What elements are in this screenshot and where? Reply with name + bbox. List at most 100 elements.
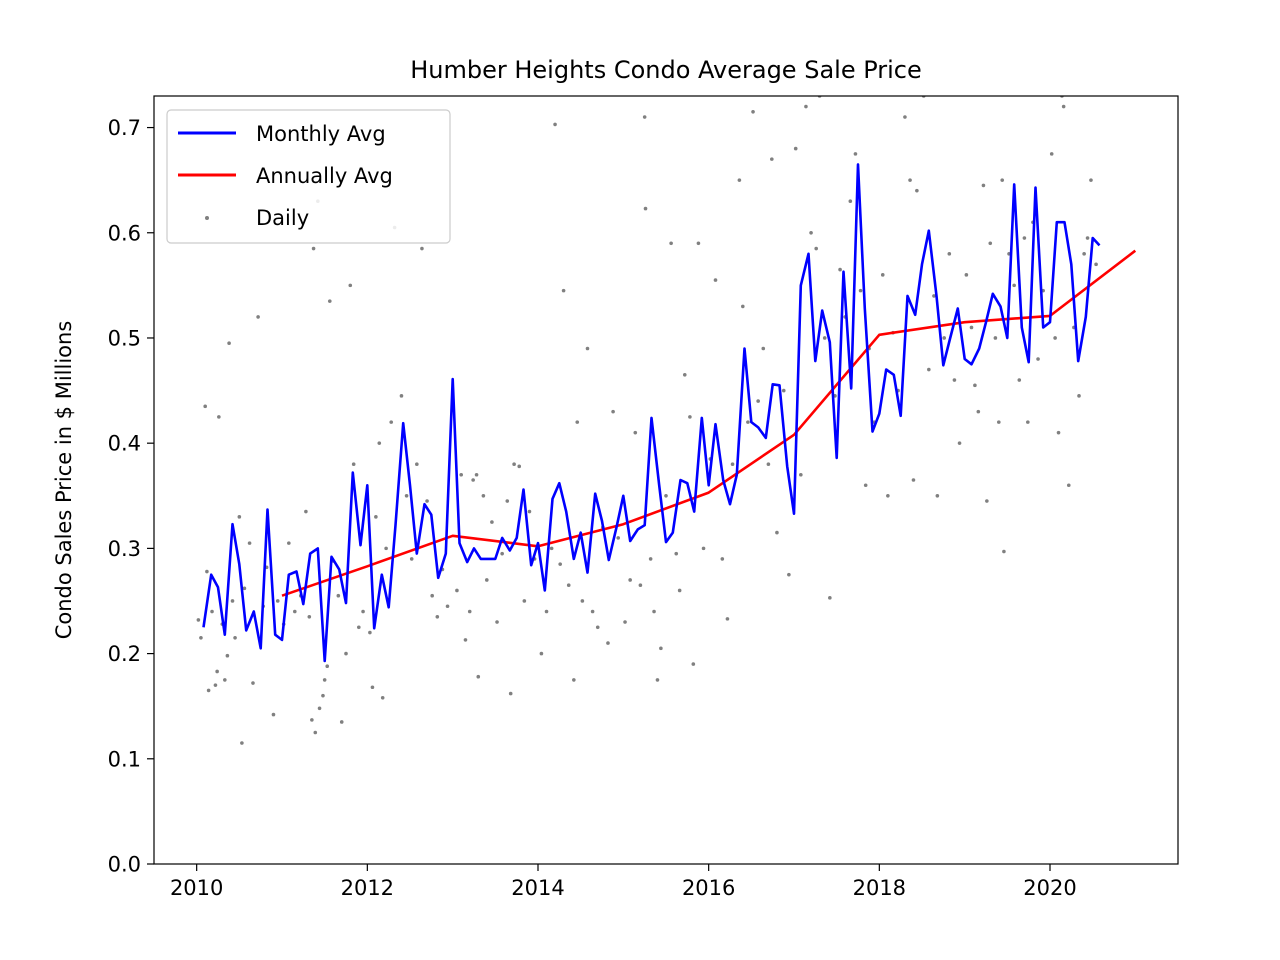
daily-point bbox=[377, 441, 382, 445]
daily-point bbox=[459, 472, 464, 477]
daily-point bbox=[339, 720, 344, 724]
daily-point bbox=[947, 252, 952, 256]
daily-point bbox=[828, 596, 832, 600]
daily-point bbox=[730, 462, 735, 467]
daily-point bbox=[674, 551, 679, 556]
daily-point bbox=[638, 583, 643, 588]
daily-point bbox=[256, 315, 260, 319]
y-tick-label: 0.6 bbox=[108, 221, 141, 245]
daily-point bbox=[932, 294, 936, 298]
daily-point bbox=[389, 420, 394, 424]
daily-point bbox=[544, 609, 549, 614]
daily-point bbox=[903, 115, 907, 119]
daily-point bbox=[761, 346, 766, 351]
daily-point bbox=[756, 399, 760, 403]
daily-point bbox=[230, 599, 235, 603]
daily-point bbox=[688, 415, 692, 419]
daily-point bbox=[384, 546, 388, 551]
daily-point bbox=[553, 122, 557, 127]
daily-point bbox=[399, 394, 404, 398]
daily-point bbox=[973, 383, 977, 388]
daily-point bbox=[572, 678, 576, 682]
daily-point bbox=[287, 541, 291, 545]
daily-point bbox=[517, 464, 522, 469]
daily-point bbox=[344, 651, 348, 656]
daily-point bbox=[420, 246, 424, 251]
daily-point bbox=[720, 557, 725, 561]
daily-point bbox=[505, 499, 510, 503]
y-tick-label: 0.5 bbox=[108, 326, 141, 350]
x-tick-label: 2020 bbox=[1023, 876, 1076, 900]
daily-point bbox=[321, 693, 325, 698]
daily-point bbox=[237, 515, 242, 519]
daily-point bbox=[240, 741, 244, 745]
daily-point bbox=[993, 336, 998, 340]
daily-point bbox=[304, 509, 308, 514]
daily-point bbox=[669, 241, 673, 246]
daily-point bbox=[927, 367, 931, 372]
daily-point bbox=[370, 685, 375, 690]
daily-point bbox=[561, 288, 566, 293]
daily-point bbox=[886, 493, 890, 498]
daily-point bbox=[737, 178, 742, 182]
daily-point bbox=[317, 706, 322, 711]
daily-point bbox=[911, 478, 916, 482]
daily-point bbox=[1000, 178, 1005, 182]
x-axis: 2010 2012 2014 2016 2018 2020 bbox=[170, 864, 1077, 900]
daily-point bbox=[508, 691, 513, 696]
daily-point bbox=[322, 678, 327, 682]
daily-point bbox=[985, 499, 989, 503]
daily-point bbox=[822, 336, 827, 340]
daily-point bbox=[1017, 378, 1022, 382]
daily-point bbox=[223, 678, 227, 682]
daily-point bbox=[275, 599, 280, 603]
daily-point bbox=[215, 669, 219, 674]
daily-point bbox=[206, 688, 211, 693]
x-tick-label: 2012 bbox=[341, 876, 394, 900]
daily-point bbox=[227, 341, 231, 346]
daily-point bbox=[327, 299, 332, 303]
daily-point bbox=[964, 273, 969, 277]
y-tick-label: 0.1 bbox=[108, 747, 141, 771]
daily-point bbox=[311, 246, 316, 251]
series-lines bbox=[202, 163, 1137, 663]
chart-title: Humber Heights Condo Average Sale Price bbox=[410, 56, 922, 84]
daily-point bbox=[585, 346, 590, 351]
daily-point bbox=[374, 515, 378, 519]
y-axis: 0.0 0.1 0.2 0.3 0.4 0.5 0.6 0.7 bbox=[108, 116, 154, 877]
y-tick-label: 0.7 bbox=[108, 116, 141, 140]
daily-point bbox=[746, 420, 750, 424]
daily-point bbox=[770, 157, 774, 161]
daily-point bbox=[242, 586, 247, 591]
daily-point bbox=[512, 462, 516, 467]
monthly-avg-line bbox=[202, 163, 1101, 663]
daily-point bbox=[1085, 236, 1090, 240]
daily-point bbox=[1012, 283, 1016, 288]
daily-point bbox=[880, 273, 885, 277]
daily-point bbox=[247, 541, 252, 545]
legend-label-annually: Annually Avg bbox=[256, 164, 393, 188]
daily-point bbox=[741, 304, 745, 309]
daily-point bbox=[467, 609, 472, 614]
daily-point bbox=[682, 372, 687, 377]
daily-point bbox=[853, 152, 858, 156]
daily-point bbox=[1049, 152, 1054, 156]
legend-swatch-daily bbox=[205, 216, 209, 220]
daily-point bbox=[648, 557, 653, 561]
x-tick-label: 2018 bbox=[853, 876, 906, 900]
y-tick-label: 0.3 bbox=[108, 537, 141, 561]
daily-point bbox=[325, 664, 330, 669]
daily-point bbox=[310, 718, 314, 722]
daily-point bbox=[775, 530, 779, 535]
daily-point bbox=[606, 641, 610, 645]
y-tick-label: 0.4 bbox=[108, 432, 141, 456]
daily-point bbox=[476, 674, 481, 679]
daily-point bbox=[474, 472, 479, 477]
daily-point bbox=[997, 420, 1001, 424]
daily-point bbox=[643, 206, 648, 211]
daily-point bbox=[652, 609, 656, 614]
daily-point bbox=[271, 712, 276, 717]
daily-point bbox=[957, 441, 962, 445]
daily-point bbox=[463, 638, 468, 642]
